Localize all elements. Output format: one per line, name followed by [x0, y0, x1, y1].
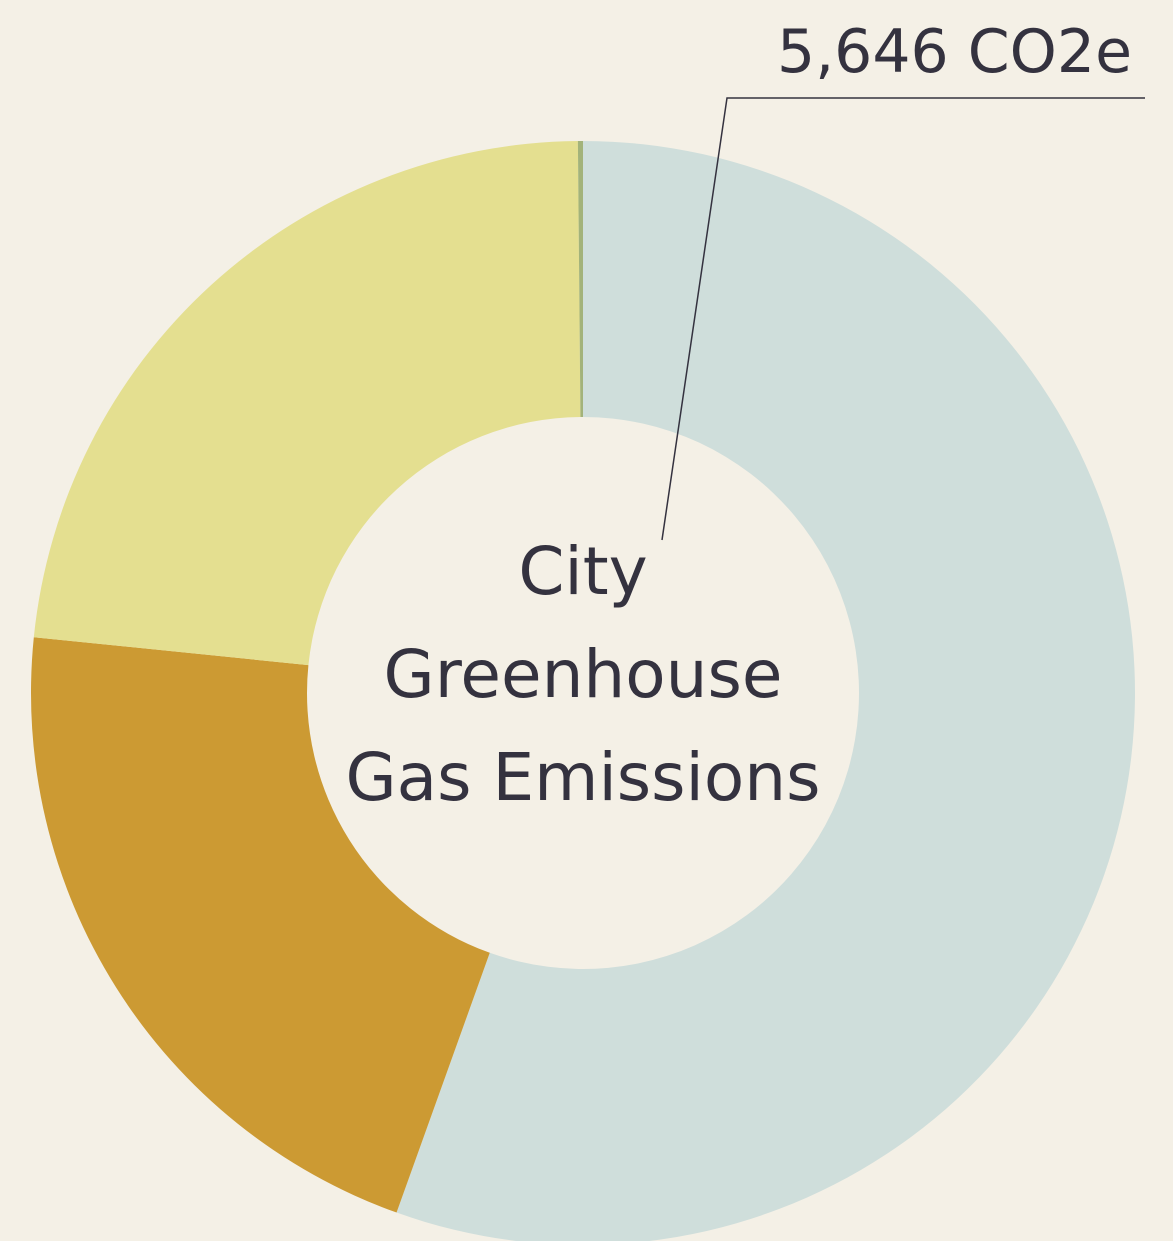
donut-segment — [30, 637, 490, 1213]
chart-title: City Greenhouse Gas Emissions — [345, 533, 821, 816]
value-label: 5,646 CO2e — [777, 17, 1132, 87]
donut-segment — [396, 141, 1135, 1241]
leader-line — [661, 97, 1145, 541]
donut-segment — [577, 141, 583, 418]
donut-segment — [33, 141, 581, 666]
